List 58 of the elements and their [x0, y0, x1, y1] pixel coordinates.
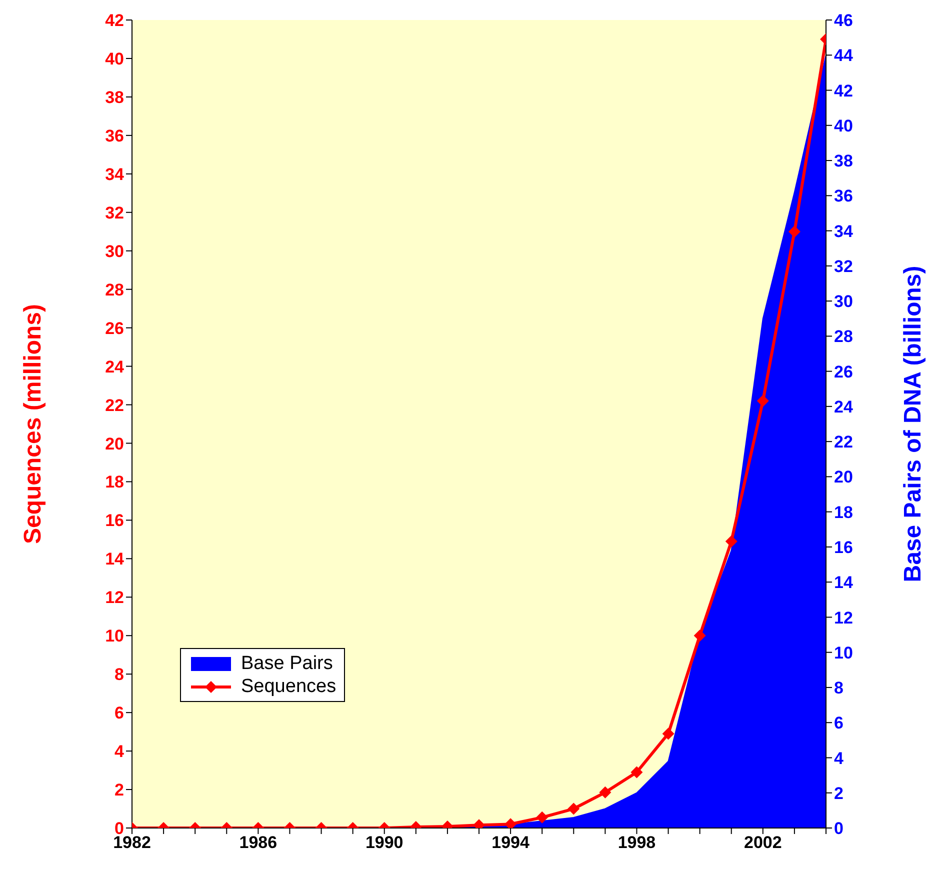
y2-tick-label: 0	[834, 819, 844, 838]
y2-tick-label: 22	[834, 432, 853, 452]
y-tick-label: 4	[114, 742, 125, 762]
y2-tick-label: 44	[834, 46, 854, 66]
point	[788, 226, 800, 238]
y-tick-label: 2	[114, 780, 124, 800]
legend-label: Base Pairs	[241, 652, 333, 675]
y-tick-label: 6	[114, 704, 124, 723]
y2-tick-label: 38	[834, 152, 853, 171]
y-axis-title: Sequences (millions)	[20, 304, 47, 544]
y-tick-label: 18	[105, 472, 124, 492]
y2-tick-label: 8	[834, 678, 844, 698]
y2-tick-label: 2	[834, 784, 844, 803]
y2-tick-label: 12	[834, 608, 853, 628]
y2-tick-label: 46	[834, 11, 853, 30]
legend-label: Sequences	[241, 675, 336, 698]
point	[756, 394, 769, 407]
y-tick-label: 30	[105, 242, 124, 261]
x-tick-label: 1998	[618, 833, 656, 852]
y2-tick-label: 6	[834, 714, 844, 733]
y2-tick-label: 28	[834, 327, 853, 346]
x-tick-label: 1990	[365, 833, 404, 852]
y2-tick-label: 40	[834, 116, 853, 136]
y-tick-label: 24	[105, 357, 125, 376]
y2-tick-label: 10	[834, 643, 853, 662]
y-tick-label: 32	[105, 203, 124, 222]
y2-tick-label: 36	[834, 186, 853, 206]
x-tick-label: 1982	[113, 833, 151, 852]
y2-tick-label: 14	[834, 573, 854, 592]
x-tick-label: 2002	[744, 833, 782, 852]
y2-tick-label: 42	[834, 81, 853, 100]
y-tick-label: 26	[105, 318, 124, 338]
y2-axis-title: Base Pairs of DNA (billions)	[900, 266, 927, 582]
point	[725, 535, 738, 548]
y-tick-label: 14	[105, 550, 125, 569]
x-tick-label: 1986	[239, 833, 278, 852]
y-tick-label: 42	[105, 11, 124, 30]
y2-tick-label: 4	[834, 748, 844, 768]
y-tick-label: 34	[105, 164, 125, 184]
y2-tick-label: 34	[834, 222, 854, 241]
y-tick-label: 22	[105, 396, 124, 415]
x-tick-label: 1994	[492, 833, 530, 852]
y-tick-label: 16	[105, 511, 124, 530]
y2-tick-label: 18	[834, 502, 853, 522]
y2-tick-label: 16	[834, 538, 853, 557]
y2-tick-label: 26	[834, 362, 853, 382]
y2-tick-label: 20	[834, 468, 853, 487]
y-tick-label: 38	[105, 88, 124, 107]
y-tick-label: 10	[105, 626, 124, 646]
y-tick-label: 12	[105, 588, 124, 608]
y-tick-label: 8	[114, 665, 124, 684]
y2-tick-label: 32	[834, 256, 853, 276]
y2-tick-label: 24	[834, 397, 854, 416]
y-tick-label: 20	[105, 434, 124, 454]
y2-tick-label: 30	[834, 292, 853, 312]
y-tick-label: 28	[105, 280, 124, 300]
y-tick-label: 40	[105, 50, 124, 69]
y-tick-label: 36	[105, 126, 124, 146]
